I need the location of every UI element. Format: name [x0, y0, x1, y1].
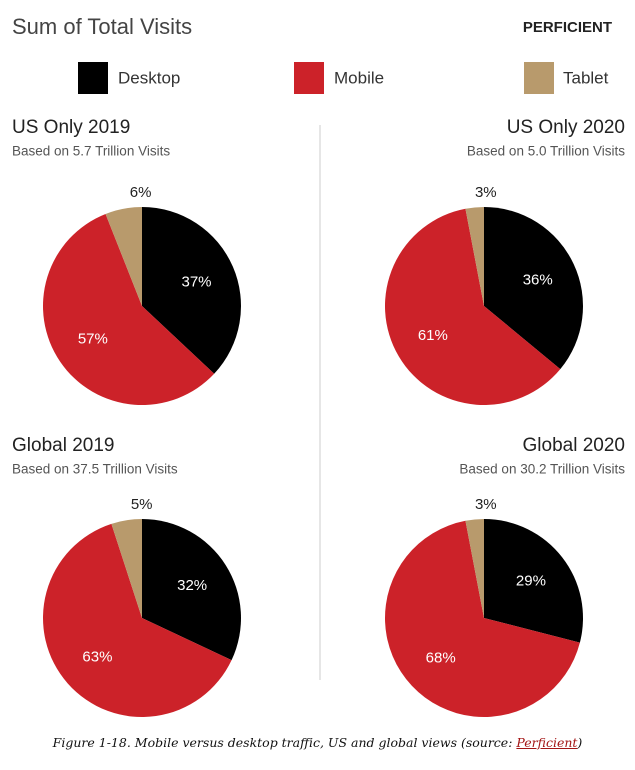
pie-slice: [43, 523, 232, 717]
pie-slice: [111, 519, 142, 618]
caption: Figure 1-18. Mobile versus desktop traff…: [0, 735, 635, 750]
chart: Sum of Total Visits PERFICIENT Desktop Mo…: [12, 14, 625, 717]
pie-subtitle: Based on 37.5 Trillion Visits: [12, 462, 178, 477]
pie-slice: [384, 520, 580, 717]
legend-swatch: [78, 62, 108, 94]
legend-label: Mobile: [334, 68, 384, 87]
data-label: 37%: [181, 273, 211, 290]
pie-slice: [384, 208, 561, 405]
pie-title: Global 2019: [12, 435, 114, 456]
pie-slice: [105, 207, 142, 306]
data-label: 63%: [82, 648, 112, 665]
data-label: 57%: [78, 330, 108, 347]
pie-subtitle: Based on 5.7 Trillion Visits: [12, 144, 170, 159]
data-label: 29%: [516, 573, 546, 590]
pie-title: US Only 2019: [12, 117, 130, 138]
caption-link[interactable]: Perficient: [516, 735, 578, 750]
pie-title: Global 2020: [523, 435, 625, 456]
logo: PERFICIENT: [523, 19, 612, 36]
data-label: 32%: [177, 577, 207, 594]
pie-slice: [142, 519, 242, 661]
pie-slice: [465, 519, 484, 618]
legend-label: Desktop: [118, 68, 180, 87]
data-label: 6%: [130, 184, 152, 201]
caption-text: ): [577, 735, 583, 750]
data-label: 36%: [523, 272, 553, 289]
data-label: 3%: [475, 184, 497, 201]
pie-slice: [484, 519, 584, 643]
pie-subtitle: Based on 5.0 Trillion Visits: [467, 144, 625, 159]
pie-slice: [142, 207, 241, 374]
data-label: 5%: [131, 496, 153, 513]
legend-swatch: [294, 62, 324, 94]
legend-label: Tablet: [563, 68, 609, 87]
caption-text: Figure 1-18. Mobile versus desktop traff…: [52, 735, 517, 750]
data-label: 3%: [475, 496, 497, 513]
data-label: 61%: [418, 327, 448, 344]
pie-slice: [42, 213, 215, 405]
pie-slice: [484, 207, 584, 370]
data-label: 68%: [426, 650, 456, 667]
pie-title: US Only 2020: [507, 117, 625, 138]
chart-title: Sum of Total Visits: [12, 14, 192, 39]
pie-slice: [465, 207, 484, 306]
pie-subtitle: Based on 30.2 Trillion Visits: [459, 462, 625, 477]
legend-swatch: [524, 62, 554, 94]
